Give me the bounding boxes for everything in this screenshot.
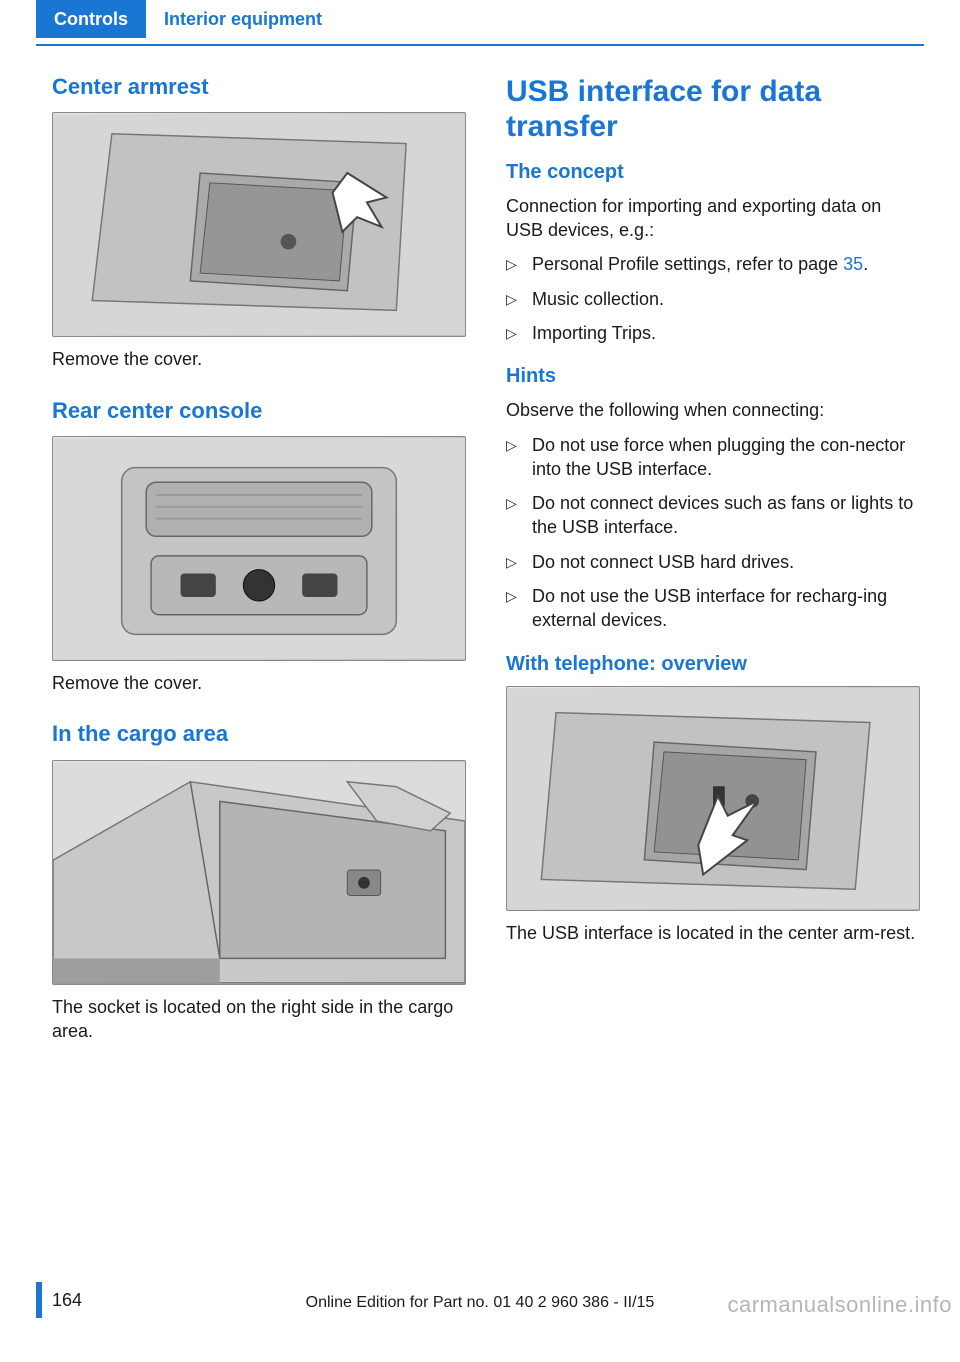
figure-rear-console — [52, 436, 466, 661]
bullet-icon: ▷ — [506, 287, 532, 309]
list-item: ▷ Personal Profile settings, refer to pa… — [506, 252, 920, 276]
figure-center-armrest — [52, 112, 466, 337]
page-content: Center armrest Remove the cover. Rear ce… — [0, 46, 960, 1053]
header-subtitle: Interior equipment — [146, 0, 340, 38]
bullet-icon: ▷ — [506, 491, 532, 513]
left-column: Center armrest Remove the cover. Rear ce… — [52, 74, 466, 1053]
heading-center-armrest: Center armrest — [52, 74, 466, 100]
bullet-icon: ▷ — [506, 321, 532, 343]
caption-rear-console: Remove the cover. — [52, 671, 466, 695]
heading-overview: With telephone: overview — [506, 651, 920, 678]
watermark: carmanualsonline.info — [727, 1290, 952, 1320]
concept-intro: Connection for importing and exporting d… — [506, 194, 920, 243]
page-link[interactable]: 35 — [843, 254, 863, 274]
hints-intro: Observe the following when connecting: — [506, 398, 920, 422]
list-item: ▷ Importing Trips. — [506, 321, 920, 345]
right-column: USB interface for data transfer The conc… — [506, 74, 920, 1053]
bullet-icon: ▷ — [506, 584, 532, 606]
list-item: ▷ Do not use force when plugging the con… — [506, 433, 920, 482]
heading-usb-interface: USB interface for data transfer — [506, 74, 920, 145]
heading-cargo-area: In the cargo area — [52, 721, 466, 747]
heading-rear-console: Rear center console — [52, 398, 466, 424]
caption-usb-armrest: The USB interface is located in the cent… — [506, 921, 920, 945]
list-item: ▷ Do not connect devices such as fans or… — [506, 491, 920, 540]
list-item-text: Do not connect devices such as fans or l… — [532, 491, 920, 540]
list-item: ▷ Do not use the USB interface for recha… — [506, 584, 920, 633]
list-item-text: Music collection. — [532, 287, 664, 311]
page-header: Controls Interior equipment — [0, 0, 960, 38]
list-item-text: Do not connect USB hard drives. — [532, 550, 794, 574]
caption-center-armrest: Remove the cover. — [52, 347, 466, 371]
heading-concept: The concept — [506, 159, 920, 186]
figure-usb-armrest — [506, 686, 920, 911]
list-item-text: Do not use force when plugging the con‐n… — [532, 433, 920, 482]
figure-cargo-area — [52, 760, 466, 985]
list-item: ▷ Do not connect USB hard drives. — [506, 550, 920, 574]
heading-hints: Hints — [506, 363, 920, 390]
hints-list: ▷ Do not use force when plugging the con… — [506, 433, 920, 633]
list-item-text: Personal Profile settings, refer to page… — [532, 252, 868, 276]
header-tab-controls: Controls — [36, 0, 146, 38]
caption-cargo-area: The socket is located on the right side … — [52, 995, 466, 1044]
list-item: ▷ Music collection. — [506, 287, 920, 311]
bullet-icon: ▷ — [506, 433, 532, 455]
bullet-icon: ▷ — [506, 252, 532, 274]
bullet-icon: ▷ — [506, 550, 532, 572]
list-item-text: Do not use the USB interface for recharg… — [532, 584, 920, 633]
list-item-text: Importing Trips. — [532, 321, 656, 345]
concept-list: ▷ Personal Profile settings, refer to pa… — [506, 252, 920, 345]
